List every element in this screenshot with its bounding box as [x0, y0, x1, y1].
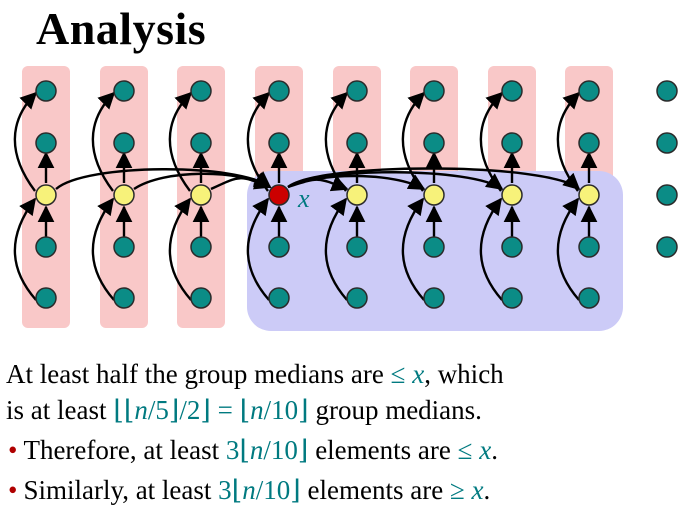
- line3-expr: 3⌊: [225, 435, 250, 465]
- line1-x: x: [412, 359, 425, 389]
- line4-x: x: [471, 475, 484, 505]
- element-node: [190, 132, 212, 154]
- median-x-label: x: [297, 184, 310, 213]
- element-node: [35, 287, 57, 309]
- line3-text-d: elements are: [308, 435, 458, 465]
- element-node: [346, 236, 368, 258]
- element-node: [190, 236, 212, 258]
- bullet-line-2: • Similarly, at least 3⌊n/10⌋ elements ar…: [8, 472, 490, 508]
- line2-n1: n: [134, 395, 148, 425]
- line4-period: .: [483, 475, 491, 505]
- line2-text-a: is at least: [6, 395, 114, 425]
- element-node: [578, 287, 600, 309]
- element-node: [346, 287, 368, 309]
- bullet-dot-2: •: [8, 475, 18, 505]
- bullet-line-1: • Therefore, at least 3⌊n/10⌋ elements ar…: [8, 432, 498, 468]
- element-node: [501, 236, 523, 258]
- element-node: [501, 132, 523, 154]
- line2-text-e: group medians.: [308, 395, 482, 425]
- line3-expr-end: /10⌋: [263, 435, 309, 465]
- median-of-medians-diagram: x: [13, 66, 678, 331]
- element-node: [113, 236, 135, 258]
- edge-curve-bottom-1: [13, 197, 37, 301]
- line1-text-c: , which: [424, 359, 504, 389]
- edge-curve-bottom-8: [556, 197, 580, 301]
- line3-x: x: [479, 435, 492, 465]
- line3-n: n: [249, 435, 264, 465]
- slide-title: Analysis: [36, 3, 207, 54]
- element-node: [268, 287, 290, 309]
- line2-n2: n: [250, 395, 264, 425]
- line4-geq: ≥: [449, 475, 472, 505]
- element-node: [501, 287, 523, 309]
- line1-text-a: At least half the group medians are: [6, 359, 391, 389]
- group-median-node: [113, 184, 135, 206]
- element-node: [656, 236, 678, 258]
- line2-expr: /5⌋/2⌋ = ⌊: [147, 395, 251, 425]
- element-node: [113, 132, 135, 154]
- line4-n: n: [242, 475, 256, 505]
- element-node: [423, 132, 445, 154]
- element-node: [268, 132, 290, 154]
- edge-curve-bottom-5: [324, 197, 348, 301]
- line2-expr-end: /10⌋: [263, 395, 309, 425]
- element-node: [423, 236, 445, 258]
- group-median-node: [578, 184, 600, 206]
- element-node: [35, 132, 57, 154]
- element-node: [578, 80, 600, 102]
- edge-curve-bottom-2: [91, 197, 115, 301]
- edge-median-left-3: [210, 173, 272, 191]
- line3-leq: ≤: [457, 435, 480, 465]
- median-x-node: [268, 184, 290, 206]
- edge-median-right-8: [287, 167, 581, 191]
- element-node: [35, 236, 57, 258]
- edge-curve-bottom-3: [168, 197, 192, 301]
- line2-floor-open: ⌊⌊: [113, 395, 135, 425]
- line4-text-d: elements are: [300, 475, 450, 505]
- element-node: [578, 236, 600, 258]
- bullet-dot-1: •: [8, 435, 18, 465]
- group-median-node: [190, 184, 212, 206]
- element-node: [656, 184, 678, 206]
- element-node: [190, 80, 212, 102]
- group-median-node: [35, 184, 57, 206]
- edge-curve-bottom-6: [401, 197, 425, 301]
- element-node: [346, 80, 368, 102]
- line4-expr-end: /10⌋: [255, 475, 301, 505]
- element-node: [346, 132, 368, 154]
- group-median-node: [346, 184, 368, 206]
- edge-curve-bottom-4: [246, 197, 270, 301]
- edge-curve-bottom-7: [479, 197, 503, 301]
- element-node: [268, 236, 290, 258]
- element-node: [113, 287, 135, 309]
- element-node: [656, 132, 678, 154]
- element-node: [578, 132, 600, 154]
- element-node: [268, 80, 290, 102]
- text-line-1: At least half the group medians are ≤ x,…: [6, 356, 504, 392]
- edge-curve-top-3: [168, 91, 193, 192]
- element-node: [35, 80, 57, 102]
- element-node: [501, 80, 523, 102]
- edge-curve-top-2: [91, 91, 116, 192]
- line1-leq: ≤: [390, 359, 413, 389]
- text-line-2: is at least ⌊⌊n/5⌋/2⌋ = ⌊n/10⌋ group med…: [6, 392, 482, 428]
- element-node: [423, 80, 445, 102]
- line4-expr: 3⌊: [218, 475, 243, 505]
- element-node: [656, 80, 678, 102]
- group-median-node: [501, 184, 523, 206]
- line3-period: .: [491, 435, 498, 465]
- line3-text-a: Therefore, at least: [23, 435, 226, 465]
- group-median-node: [423, 184, 445, 206]
- element-node: [423, 287, 445, 309]
- element-node: [190, 287, 212, 309]
- edge-curve-top-1: [13, 91, 38, 192]
- element-node: [113, 80, 135, 102]
- line4-text-a: Similarly, at least: [23, 475, 219, 505]
